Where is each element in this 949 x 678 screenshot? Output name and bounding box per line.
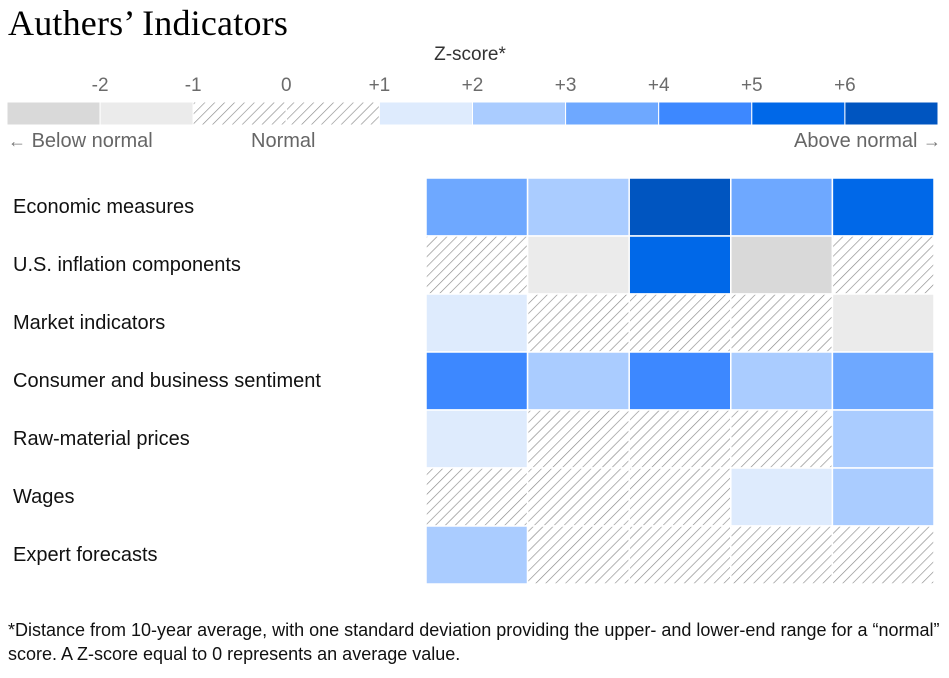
heatmap-cell [831, 351, 935, 411]
heatmap-cell [526, 293, 630, 353]
heatmap-cell [425, 351, 529, 411]
legend-bin [844, 101, 939, 126]
arrow-right-icon: → [923, 131, 941, 151]
heatmap-cell [425, 177, 529, 237]
heatmap-cell [730, 409, 834, 469]
heatmap-cell [425, 467, 529, 527]
heatmap-cell [730, 467, 834, 527]
heatmap-cell [831, 293, 935, 353]
heatmap-cell [526, 351, 630, 411]
heatmap-cell [628, 409, 732, 469]
legend-tick-label: -2 [92, 75, 109, 96]
legend-title: Z-score* [434, 44, 506, 65]
heatmap-grid [425, 177, 935, 585]
legend-tick-label: 0 [281, 75, 292, 96]
row-label-wages: Wages [13, 486, 75, 508]
heatmap-cell [526, 235, 630, 295]
heatmap-cell [628, 177, 732, 237]
heatmap-cell [526, 525, 630, 585]
heatmap-cell [628, 235, 732, 295]
footnote: *Distance from 10-year average, with one… [8, 620, 940, 664]
row-label-raw-material-prices: Raw-material prices [13, 428, 190, 450]
row-label-expert-forecasts: Expert forecasts [13, 544, 158, 566]
heatmap-cell [730, 351, 834, 411]
heatmap-cell [730, 235, 834, 295]
legend-tick-label: +5 [741, 75, 763, 96]
row-label-economic-measures: Economic measures [13, 196, 195, 218]
heatmap-cell [831, 177, 935, 237]
heatmap-cell [425, 235, 529, 295]
heatmap-cell [628, 351, 732, 411]
zscore-scale: -2 -1 0 +1 +2 +3 +4 +5 +6 [6, 75, 939, 126]
legend-tick-label: +3 [555, 75, 577, 96]
row-label-inflation-components: U.S. inflation components [13, 254, 241, 276]
heatmap-cell [831, 525, 935, 585]
heatmap-cell [730, 293, 834, 353]
below-normal-text: Below normal [31, 130, 153, 152]
legend-tick-label: +4 [648, 75, 670, 96]
legend-tick-label: -1 [185, 75, 202, 96]
heatmap-cell [526, 409, 630, 469]
heatmap-cell [628, 293, 732, 353]
heatmap-cell [730, 525, 834, 585]
heatmap-cell [628, 525, 732, 585]
heatmap-cell [628, 467, 732, 527]
arrow-left-icon: ← [8, 131, 26, 151]
heatmap-cell [730, 177, 834, 237]
heatmap-cell [831, 467, 935, 527]
below-normal-label: ← Below normal [8, 130, 153, 153]
row-label-sentiment: Consumer and business sentiment [13, 370, 321, 392]
above-normal-label: Above normal → [794, 130, 941, 153]
normal-label: Normal [251, 130, 316, 152]
legend-tick-label: +6 [834, 75, 856, 96]
heatmap-cell [526, 467, 630, 527]
heatmap-cell [425, 525, 529, 585]
legend-tick-label: +1 [369, 75, 391, 96]
legend-tick-label: +2 [462, 75, 484, 96]
heatmap-cell [831, 235, 935, 295]
heatmap-cell [425, 293, 529, 353]
row-label-market-indicators: Market indicators [13, 312, 166, 334]
heatmap-cell [425, 409, 529, 469]
chart-title: Authers’ Indicators [8, 3, 289, 43]
heatmap-cell [831, 409, 935, 469]
above-normal-text: Above normal [794, 130, 918, 152]
heatmap-cell [526, 177, 630, 237]
